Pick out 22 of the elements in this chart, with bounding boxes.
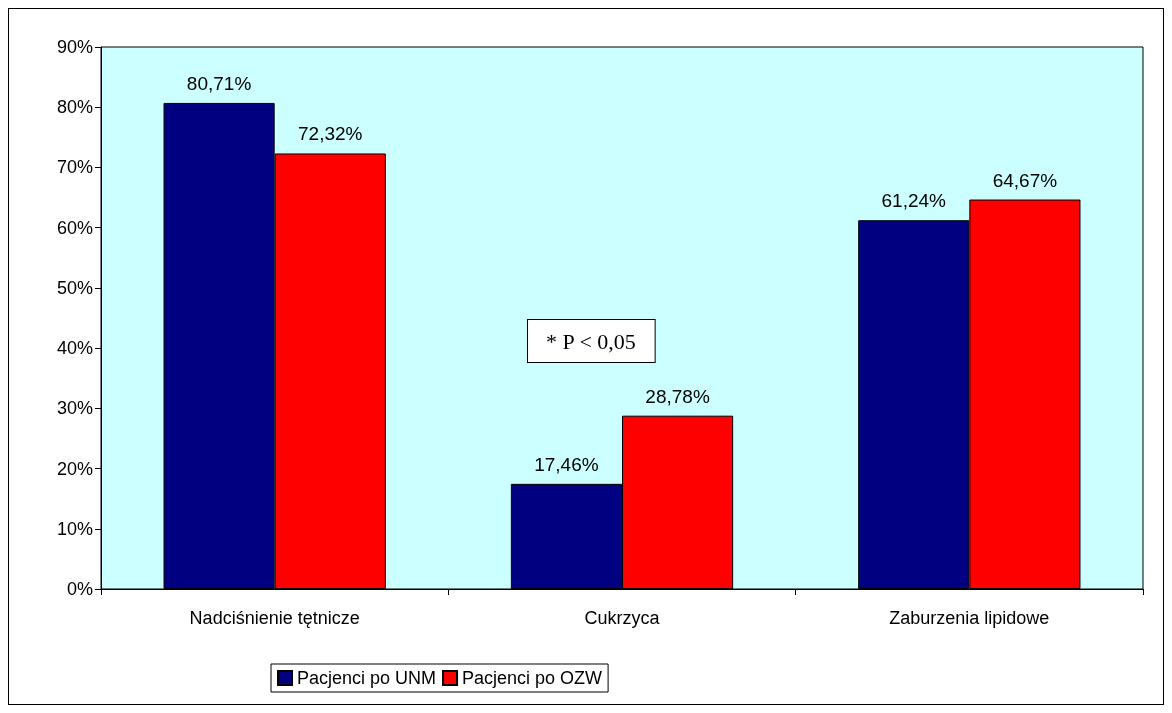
y-tick-label: 50% — [56, 277, 93, 298]
y-tick-label: 10% — [56, 518, 93, 539]
y-tick-label: 0% — [66, 579, 93, 599]
data-label: 80,71% — [186, 72, 252, 94]
data-label: 17,46% — [534, 453, 599, 475]
legend-label: Pacjenci po UNM — [297, 668, 437, 688]
data-label: 61,24% — [881, 190, 947, 212]
y-tick-label: 30% — [56, 398, 93, 419]
x-tick-label: Cukrzyca — [584, 608, 661, 628]
legend-label: Pacjenci po OZW — [462, 668, 603, 688]
data-label: 72,32% — [298, 123, 363, 145]
x-tick-label: Zaburzenia lipidowe — [889, 608, 1050, 628]
y-tick-label: 20% — [56, 458, 93, 479]
x-tick-label: Nadciśnienie tętnicze — [189, 608, 360, 628]
annotation: * P < 0,05 — [546, 328, 636, 354]
data-label: 28,78% — [645, 385, 710, 407]
y-tick-label: 60% — [56, 217, 93, 238]
y-tick-label: 70% — [56, 157, 93, 178]
y-tick-label: 80% — [56, 97, 93, 118]
y-tick-label: 90% — [56, 37, 93, 57]
y-tick-label: 40% — [56, 338, 93, 359]
data-label: 64,67% — [992, 169, 1058, 191]
